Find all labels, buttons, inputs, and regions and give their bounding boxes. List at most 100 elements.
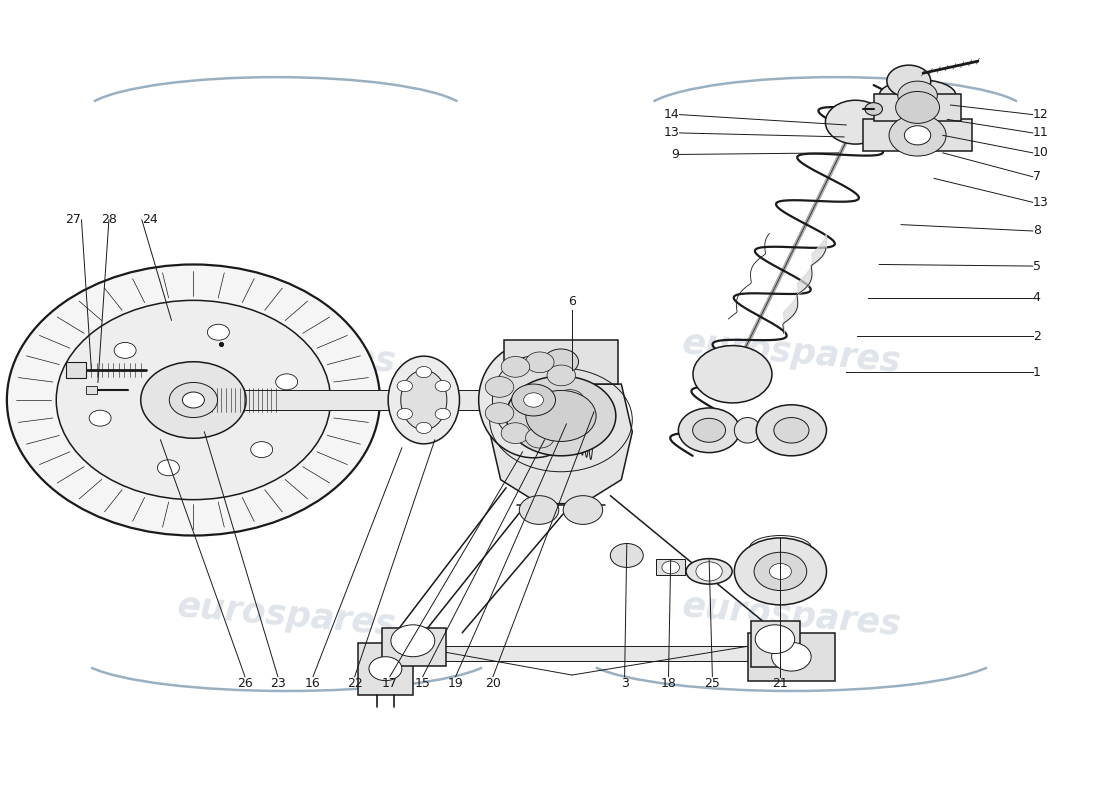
Circle shape xyxy=(89,410,111,426)
Circle shape xyxy=(679,408,740,453)
Ellipse shape xyxy=(735,418,761,443)
Circle shape xyxy=(502,422,530,443)
Circle shape xyxy=(895,91,939,123)
Circle shape xyxy=(416,366,431,378)
Text: 21: 21 xyxy=(772,677,789,690)
Circle shape xyxy=(904,126,931,145)
Ellipse shape xyxy=(825,100,886,144)
Circle shape xyxy=(889,114,946,156)
Circle shape xyxy=(157,460,179,476)
Circle shape xyxy=(114,342,136,358)
Circle shape xyxy=(397,408,412,419)
Text: 10: 10 xyxy=(1033,146,1048,159)
Text: 15: 15 xyxy=(415,677,431,690)
Bar xyxy=(188,390,539,410)
Polygon shape xyxy=(490,384,632,504)
Circle shape xyxy=(526,352,554,373)
Circle shape xyxy=(898,81,937,110)
Circle shape xyxy=(696,562,723,581)
Circle shape xyxy=(547,414,575,435)
Circle shape xyxy=(502,357,530,378)
Circle shape xyxy=(506,376,616,456)
Circle shape xyxy=(169,382,218,418)
Circle shape xyxy=(519,496,559,524)
Text: 12: 12 xyxy=(1033,108,1048,121)
Text: eurospares: eurospares xyxy=(176,589,397,642)
Text: 26: 26 xyxy=(238,677,253,690)
Circle shape xyxy=(556,390,584,410)
Bar xyxy=(86,386,97,394)
Circle shape xyxy=(773,418,808,443)
Circle shape xyxy=(390,625,435,657)
Circle shape xyxy=(735,538,826,605)
Circle shape xyxy=(757,405,826,456)
Circle shape xyxy=(526,427,554,448)
Circle shape xyxy=(485,402,514,423)
Text: 27: 27 xyxy=(66,214,81,226)
Circle shape xyxy=(251,442,273,458)
Text: 23: 23 xyxy=(270,677,286,690)
Text: 1: 1 xyxy=(1033,366,1041,378)
Text: 20: 20 xyxy=(485,677,501,690)
Text: eurospares: eurospares xyxy=(176,326,397,378)
Circle shape xyxy=(56,300,331,500)
Circle shape xyxy=(771,642,811,671)
Ellipse shape xyxy=(686,558,733,584)
Bar xyxy=(873,94,961,121)
Text: 24: 24 xyxy=(142,214,157,226)
Ellipse shape xyxy=(388,356,460,444)
Bar xyxy=(396,646,759,661)
Circle shape xyxy=(436,381,451,392)
Text: 5: 5 xyxy=(1033,259,1041,273)
Ellipse shape xyxy=(879,79,956,111)
Circle shape xyxy=(662,561,680,574)
Bar xyxy=(66,362,86,378)
Bar xyxy=(657,559,685,575)
Text: 6: 6 xyxy=(568,295,576,308)
Text: 13: 13 xyxy=(1033,196,1048,209)
Circle shape xyxy=(693,418,726,442)
Circle shape xyxy=(755,552,806,590)
Circle shape xyxy=(526,390,596,442)
Text: eurospares: eurospares xyxy=(681,326,902,378)
Text: 17: 17 xyxy=(382,677,398,690)
Text: 4: 4 xyxy=(1033,291,1041,305)
Text: 7: 7 xyxy=(1033,170,1041,183)
Text: 11: 11 xyxy=(1033,126,1048,139)
Text: 8: 8 xyxy=(1033,225,1041,238)
Circle shape xyxy=(756,625,794,654)
Circle shape xyxy=(141,362,246,438)
Circle shape xyxy=(512,384,556,416)
Circle shape xyxy=(183,392,205,408)
Circle shape xyxy=(865,102,882,115)
Bar xyxy=(862,119,972,151)
Circle shape xyxy=(543,349,579,374)
Ellipse shape xyxy=(693,346,772,403)
Circle shape xyxy=(887,65,931,97)
Text: 2: 2 xyxy=(1033,330,1041,342)
Bar xyxy=(382,628,446,666)
Ellipse shape xyxy=(400,370,447,430)
Ellipse shape xyxy=(478,342,588,458)
Circle shape xyxy=(208,324,230,340)
Text: 22: 22 xyxy=(346,677,363,690)
Circle shape xyxy=(7,265,380,535)
Bar xyxy=(504,340,618,384)
Circle shape xyxy=(769,563,791,579)
Text: 16: 16 xyxy=(305,677,321,690)
Circle shape xyxy=(610,543,643,567)
Circle shape xyxy=(436,408,451,419)
Circle shape xyxy=(368,657,402,681)
Text: 14: 14 xyxy=(663,108,680,121)
Bar xyxy=(358,643,412,695)
Text: 19: 19 xyxy=(448,677,463,690)
Circle shape xyxy=(547,365,575,386)
Ellipse shape xyxy=(493,356,574,444)
Circle shape xyxy=(276,374,298,390)
Bar xyxy=(751,621,800,667)
Bar xyxy=(748,633,835,681)
Circle shape xyxy=(563,496,603,524)
Text: 3: 3 xyxy=(620,677,628,690)
Text: eurospares: eurospares xyxy=(681,589,902,642)
Circle shape xyxy=(416,422,431,434)
